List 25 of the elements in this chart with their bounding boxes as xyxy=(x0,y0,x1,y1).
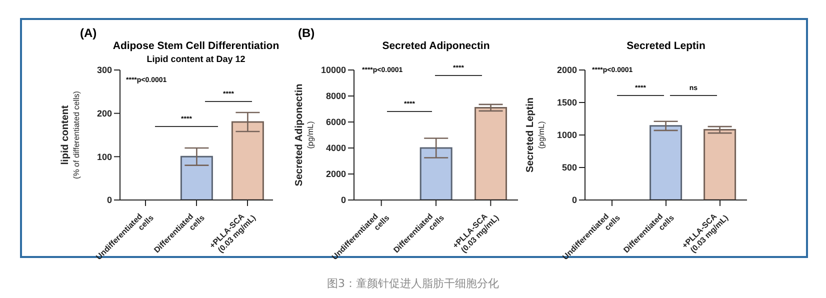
chart-title: Secreted Adiponectin xyxy=(382,40,490,52)
chart-title: Adipose Stem Cell Differentiation xyxy=(112,40,280,52)
y-tick-label: 2000 xyxy=(326,169,346,180)
chart-title: Secreted Leptin xyxy=(626,40,706,52)
y-tick-label: 100 xyxy=(96,152,112,162)
caption: 图3：童颜针促进人脂肪干细胞分化 xyxy=(327,276,499,291)
y-tick-label: 1500 xyxy=(556,98,577,108)
y-tick-label: 2000 xyxy=(556,65,577,76)
y-axis-title: Secreted Adiponectin (pg/mL) xyxy=(294,84,315,186)
y-tick-label: 200 xyxy=(96,108,112,119)
y-tick-label: 10000 xyxy=(320,65,346,76)
y-tick-label: 4000 xyxy=(326,143,346,154)
chart-subtitle: Lipid content at Day 12 xyxy=(146,54,246,64)
text: (A) xyxy=(80,26,97,40)
y-tick-label: 500 xyxy=(562,162,577,173)
y-axis-title: lipid content (% of differentiated cells) xyxy=(60,90,81,179)
y-tick-label: 0 xyxy=(106,195,112,206)
y-tick-label: 0 xyxy=(572,195,577,206)
y-tick-label: 8000 xyxy=(326,91,346,102)
y-tick-label: 1000 xyxy=(556,130,577,140)
y-tick-label: 300 xyxy=(96,65,112,76)
y-tick-label: 0 xyxy=(340,195,346,206)
y-axis-title: Secreted Leptin (pg/mL) xyxy=(525,97,546,173)
y-tick-label: 6000 xyxy=(326,117,346,128)
text: (B) xyxy=(298,26,315,40)
